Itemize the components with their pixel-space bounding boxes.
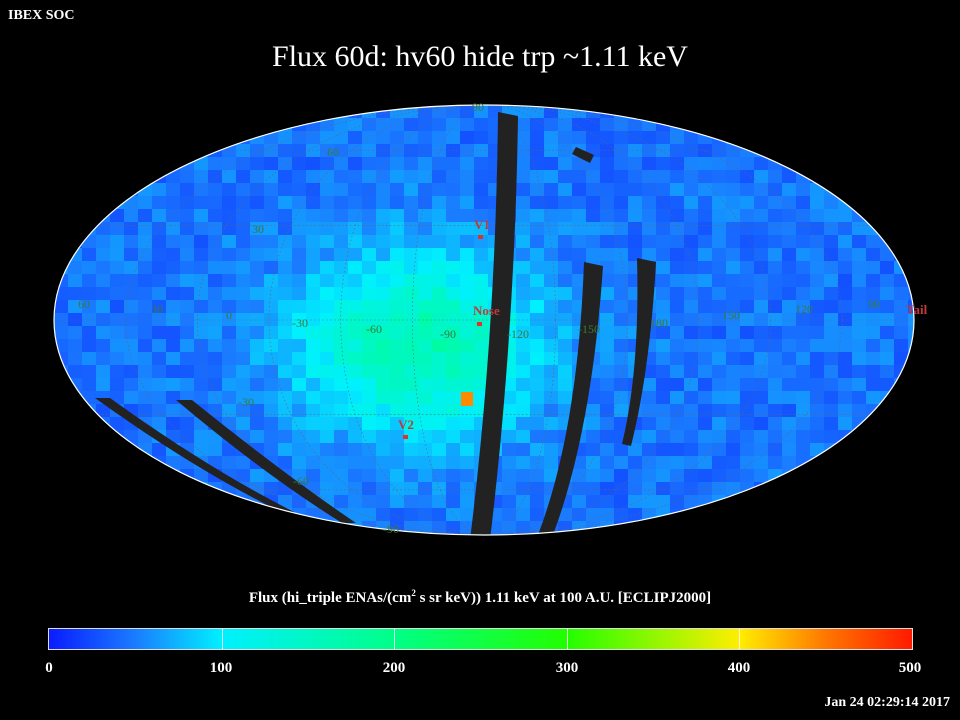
colorbar-tick-label-200: 200 [382, 660, 406, 676]
flux-heatmap [54, 105, 914, 535]
v1-marker-label: V1 [474, 217, 490, 232]
hot-pixel [461, 392, 473, 406]
colorbar-title-suffix: s sr keV)) 1.11 keV at 100 A.U. [ECLIPJ2… [415, 590, 712, 606]
lat-label-90: 90 [472, 100, 484, 114]
colorbar-title: Flux (hi_triple ENAs/(cm2 s sr keV)) 1.1… [0, 588, 960, 607]
lon-label-180: 180 [650, 316, 668, 330]
lon-label-neg60: -60 [366, 322, 382, 336]
colorbar-tick-label-500: 500 [898, 660, 922, 676]
lon-label-neg90: -90 [440, 327, 456, 341]
lat-label-neg60: -60 [293, 474, 309, 488]
nose-marker-label: Nose [473, 303, 500, 318]
lon-label-30: 30 [151, 302, 163, 316]
lon-label-neg120: -120 [507, 327, 529, 341]
lat-label-neg90: -90 [383, 522, 399, 536]
colorbar-tick-label-100: 100 [209, 660, 233, 676]
tail-marker-label: Tail [906, 302, 928, 317]
nose-marker-dot [477, 322, 482, 326]
colorbar [48, 628, 913, 650]
colorbar-tick [221, 629, 223, 649]
v2-marker-dot [403, 435, 408, 439]
lat-label-30: 30 [252, 222, 264, 236]
colorbar-tick [566, 629, 568, 649]
organization-label: IBEX SOC [8, 8, 75, 23]
colorbar-title-superscript: 2 [411, 588, 416, 598]
colorbar-tick-label-400: 400 [727, 660, 751, 676]
lat-label-neg30: -30 [238, 395, 254, 409]
map-border [53, 104, 915, 536]
v1-marker-dot [478, 235, 483, 239]
lat-label-60: 60 [327, 145, 339, 159]
colorbar-tick-label-0: 0 [45, 660, 53, 676]
colorbar-tick [394, 629, 396, 649]
lon-label-neg30: -30 [292, 316, 308, 330]
v2-marker-label: V2 [398, 417, 414, 432]
lon-label-60: 60 [78, 297, 90, 311]
lon-label-150: 150 [722, 308, 740, 322]
map-title: Flux 60d: hv60 hide trp ~1.11 keV [272, 40, 688, 73]
lon-label-neg150: -150 [578, 322, 600, 336]
timestamp: Jan 24 02:29:14 2017 [824, 695, 950, 710]
lon-label-120: 120 [795, 302, 813, 316]
colorbar-tick [739, 629, 741, 649]
lon-label-90: 90 [868, 297, 880, 311]
colorbar-title-text: Flux (hi_triple ENAs/(cm [248, 590, 412, 606]
colorbar-tick-label-300: 300 [555, 660, 579, 676]
lon-label-0: 0 [226, 308, 232, 322]
